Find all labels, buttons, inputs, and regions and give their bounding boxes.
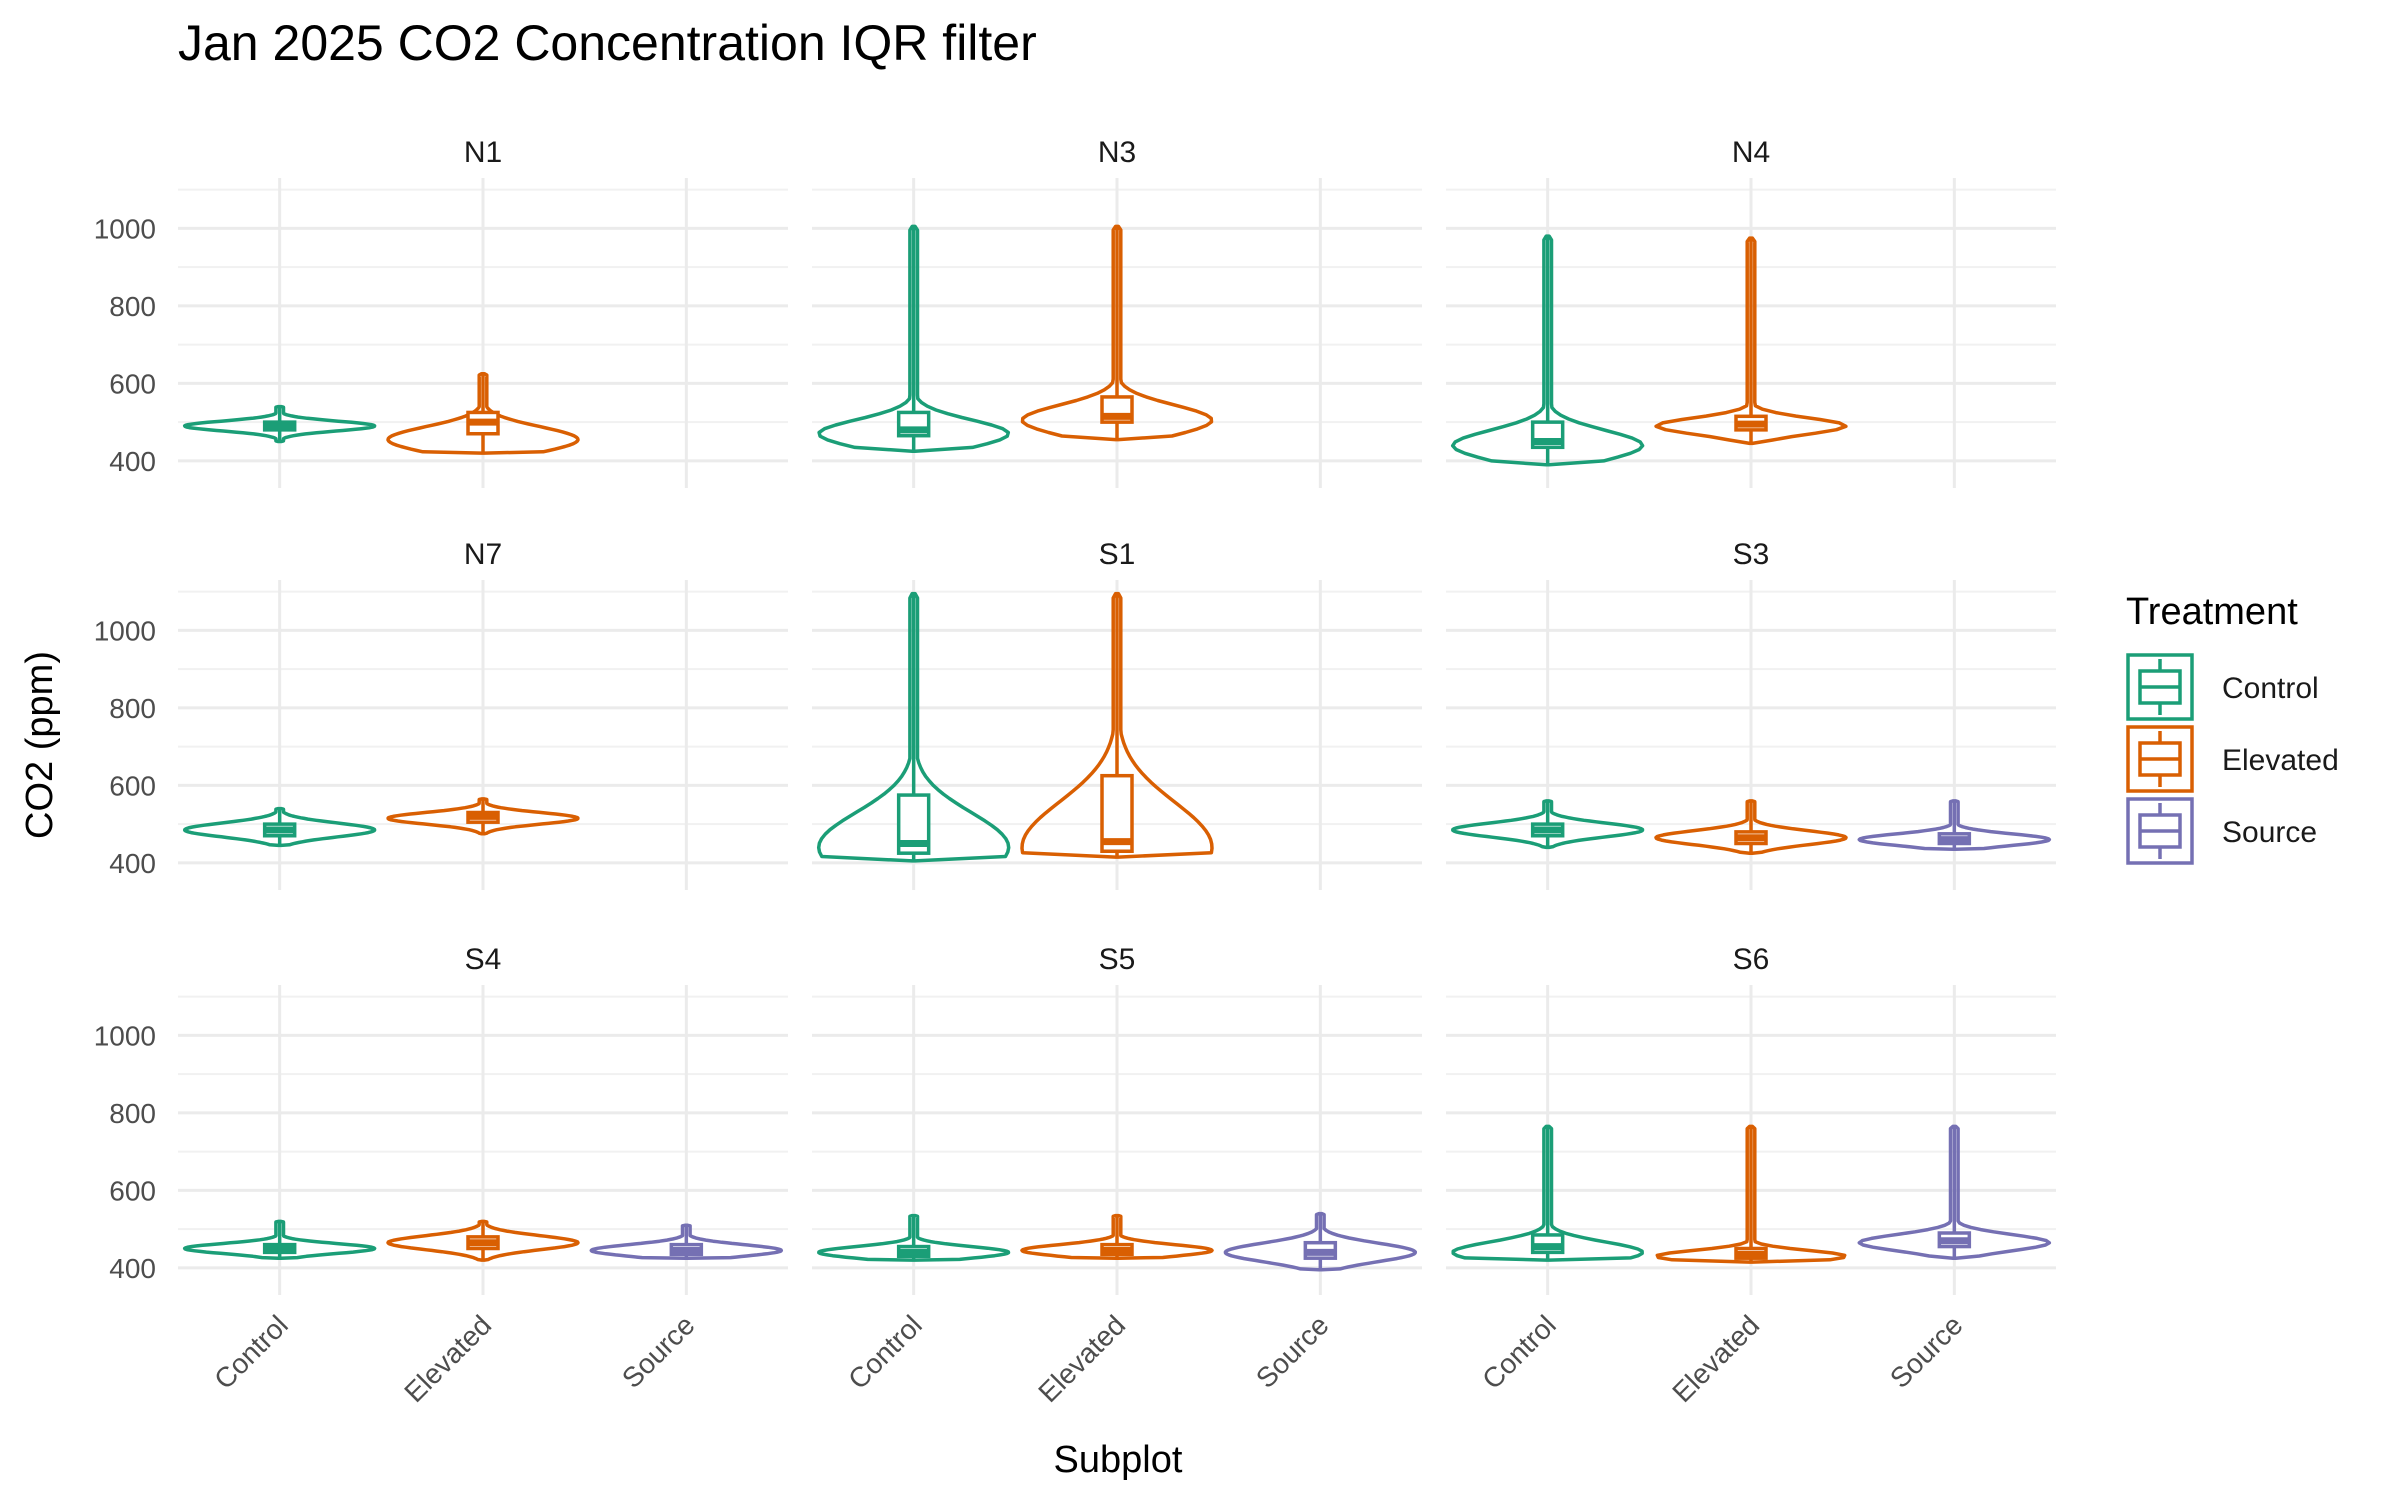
panel-n7: N7 xyxy=(178,538,788,890)
legend-key-control xyxy=(2126,653,2194,721)
strip-label-s3: S3 xyxy=(1733,538,1770,571)
x-tick-label-elevated: Elevated xyxy=(1666,1309,1765,1408)
legend-label-source: Source xyxy=(2222,816,2317,849)
strip-label-n3: N3 xyxy=(1098,136,1136,169)
y-tick-label-400: 400 xyxy=(109,848,156,879)
violin-s4-source xyxy=(589,1223,784,1260)
violin-s5-source xyxy=(1223,1211,1418,1272)
violin-outline xyxy=(182,806,377,848)
violin-outline xyxy=(1451,1124,1644,1262)
strip-label-s6: S6 xyxy=(1733,943,1770,976)
x-axis-title: Subplot xyxy=(1054,1439,1183,1481)
violin-outline xyxy=(182,404,377,444)
strip-label-n4: N4 xyxy=(1732,136,1770,169)
violin-outline xyxy=(1655,1124,1847,1264)
y-tick-label-1000: 1000 xyxy=(94,615,156,646)
violin-n4-elevated xyxy=(1654,236,1848,446)
y-tick-label-600: 600 xyxy=(109,1175,156,1206)
violin-s1-control xyxy=(816,591,1011,863)
panel-n3: N3 xyxy=(812,136,1422,488)
violin-s6-source xyxy=(1857,1124,2052,1260)
y-tick-label-400: 400 xyxy=(109,1253,156,1284)
panel-n1: N1 xyxy=(178,136,788,488)
violin-n1-elevated xyxy=(386,371,580,455)
panel-s6: S6 xyxy=(1446,943,2056,1295)
violin-outline xyxy=(817,224,1011,453)
violin-n7-control xyxy=(182,806,377,848)
violin-s6-control xyxy=(1451,1124,1644,1262)
violin-n3-control xyxy=(817,224,1011,453)
x-tick-label-control: Control xyxy=(208,1309,294,1395)
x-tick-label-control: Control xyxy=(1476,1309,1562,1395)
x-tick-label-source: Source xyxy=(616,1309,701,1394)
panel-s5: S5 xyxy=(812,943,1422,1295)
violin-outline xyxy=(386,797,580,836)
violin-s4-control xyxy=(182,1219,377,1260)
violin-outline xyxy=(1223,1211,1418,1272)
y-tick-label-400: 400 xyxy=(109,446,156,477)
violin-s6-elevated xyxy=(1655,1124,1847,1264)
violin-n7-elevated xyxy=(386,797,580,836)
violin-n3-elevated xyxy=(1020,224,1214,442)
legend-label-control: Control xyxy=(2222,672,2319,705)
violin-s3-control xyxy=(1451,799,1645,850)
x-tick-label-elevated: Elevated xyxy=(1032,1309,1131,1408)
y-tick-label-1000: 1000 xyxy=(94,213,156,244)
violin-s4-elevated xyxy=(386,1219,580,1262)
violin-s3-elevated xyxy=(1654,799,1848,855)
facet-panels: N1 400 600 800 1000 N3 N4 N7 400 600 800 1000 S1 S3 S4… xyxy=(94,136,2056,1408)
violin-n1-control xyxy=(182,404,377,444)
x-tick-label-source: Source xyxy=(1250,1309,1335,1394)
y-tick-label-800: 800 xyxy=(109,1098,156,1129)
x-tick-label-elevated: Elevated xyxy=(398,1309,497,1408)
y-tick-label-800: 800 xyxy=(109,693,156,724)
legend-label-elevated: Elevated xyxy=(2222,744,2339,777)
violin-outline xyxy=(1450,234,1645,467)
strip-label-n7: N7 xyxy=(464,538,502,571)
violin-s5-elevated xyxy=(1020,1213,1214,1260)
chart-title: Jan 2025 CO2 Concentration IQR filter xyxy=(178,15,1037,71)
x-tick-label-control: Control xyxy=(842,1309,928,1395)
legend: Treatment Control Elevated Source xyxy=(2126,591,2339,865)
panel-s4: S4 xyxy=(178,943,788,1295)
y-tick-label-800: 800 xyxy=(109,291,156,322)
y-tick-label-600: 600 xyxy=(109,770,156,801)
violin-s3-source xyxy=(1857,799,2052,852)
y-axis-title: CO2 (ppm) xyxy=(19,651,61,839)
strip-label-s5: S5 xyxy=(1099,943,1136,976)
strip-label-s1: S1 xyxy=(1099,538,1136,571)
violin-outline xyxy=(1857,1124,2052,1260)
x-tick-label-source: Source xyxy=(1884,1309,1969,1394)
panel-s3: S3 xyxy=(1446,538,2056,890)
y-tick-label-600: 600 xyxy=(109,368,156,399)
violin-n4-control xyxy=(1450,234,1645,467)
violin-s1-elevated xyxy=(1020,591,1214,859)
legend-key-elevated xyxy=(2126,725,2194,793)
y-tick-label-1000: 1000 xyxy=(94,1020,156,1051)
panel-n4: N4 xyxy=(1446,136,2056,488)
strip-label-n1: N1 xyxy=(464,136,502,169)
legend-title: Treatment xyxy=(2126,591,2298,633)
violin-s5-control xyxy=(817,1213,1011,1262)
strip-label-s4: S4 xyxy=(465,943,502,976)
legend-key-source xyxy=(2126,797,2194,865)
panel-s1: S1 xyxy=(812,538,1422,890)
violin-outline xyxy=(1020,224,1214,442)
